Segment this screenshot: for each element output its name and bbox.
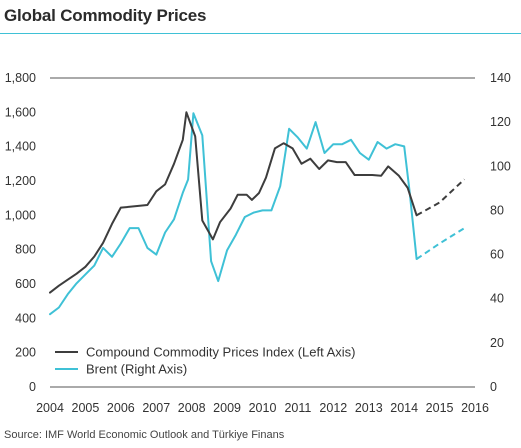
x-axis-tick-label: 2013 [355,401,383,415]
x-axis-tick-label: 2007 [142,401,170,415]
right-axis-tick-label: 140 [490,71,511,85]
right-axis-tick-label: 0 [490,380,497,394]
legend-label-index: Compound Commodity Prices Index (Left Ax… [86,345,356,360]
left-axis-tick-label: 0 [29,380,36,394]
x-axis-tick-label: 2006 [107,401,135,415]
right-axis-tick-label: 20 [490,336,504,350]
x-axis-tick-label: 2015 [426,401,454,415]
x-axis-tick-label: 2010 [249,401,277,415]
left-axis-tick-label: 1,400 [5,140,36,154]
left-axis-tick-label: 400 [15,311,36,325]
right-axis-tick-label: 40 [490,292,504,306]
x-axis-tick-label: 2011 [284,401,311,415]
x-axis-tick-label: 2008 [178,401,206,415]
x-axis-tick-label: 2016 [461,401,489,415]
x-axis-tick-label: 2005 [72,401,100,415]
left-axis-tick-label: 600 [15,277,36,291]
series-line-index [49,111,418,294]
series-line-brent [49,112,418,316]
chart-title: Global Commodity Prices [4,6,207,25]
right-axis-tick-label: 80 [490,203,504,217]
legend-label-brent: Brent (Right Axis) [86,362,187,377]
x-axis-tick-label: 2014 [390,401,418,415]
x-axis-tick-label: 2009 [213,401,241,415]
x-axis-tick-label: 2012 [319,401,347,415]
left-axis-tick-label: 1,000 [5,208,36,222]
right-axis-tick-label: 60 [490,248,504,262]
left-axis-tick-label: 1,800 [5,71,36,85]
series-forecast-brent [416,227,465,260]
x-axis-tick-label: 2004 [36,401,64,415]
line-chart: 02004006008001,0001,2001,4001,6001,80002… [5,71,511,415]
left-axis-tick-label: 800 [15,243,36,257]
source-note: Source: IMF World Economic Outlook and T… [4,429,285,441]
left-axis-tick-label: 1,600 [5,105,36,119]
left-axis-tick-label: 200 [15,346,36,360]
right-axis-tick-label: 120 [490,115,511,129]
right-axis-tick-label: 100 [490,159,511,173]
title-rule [0,33,521,34]
left-axis-tick-label: 1,200 [5,174,36,188]
series-forecast-index [416,178,466,217]
